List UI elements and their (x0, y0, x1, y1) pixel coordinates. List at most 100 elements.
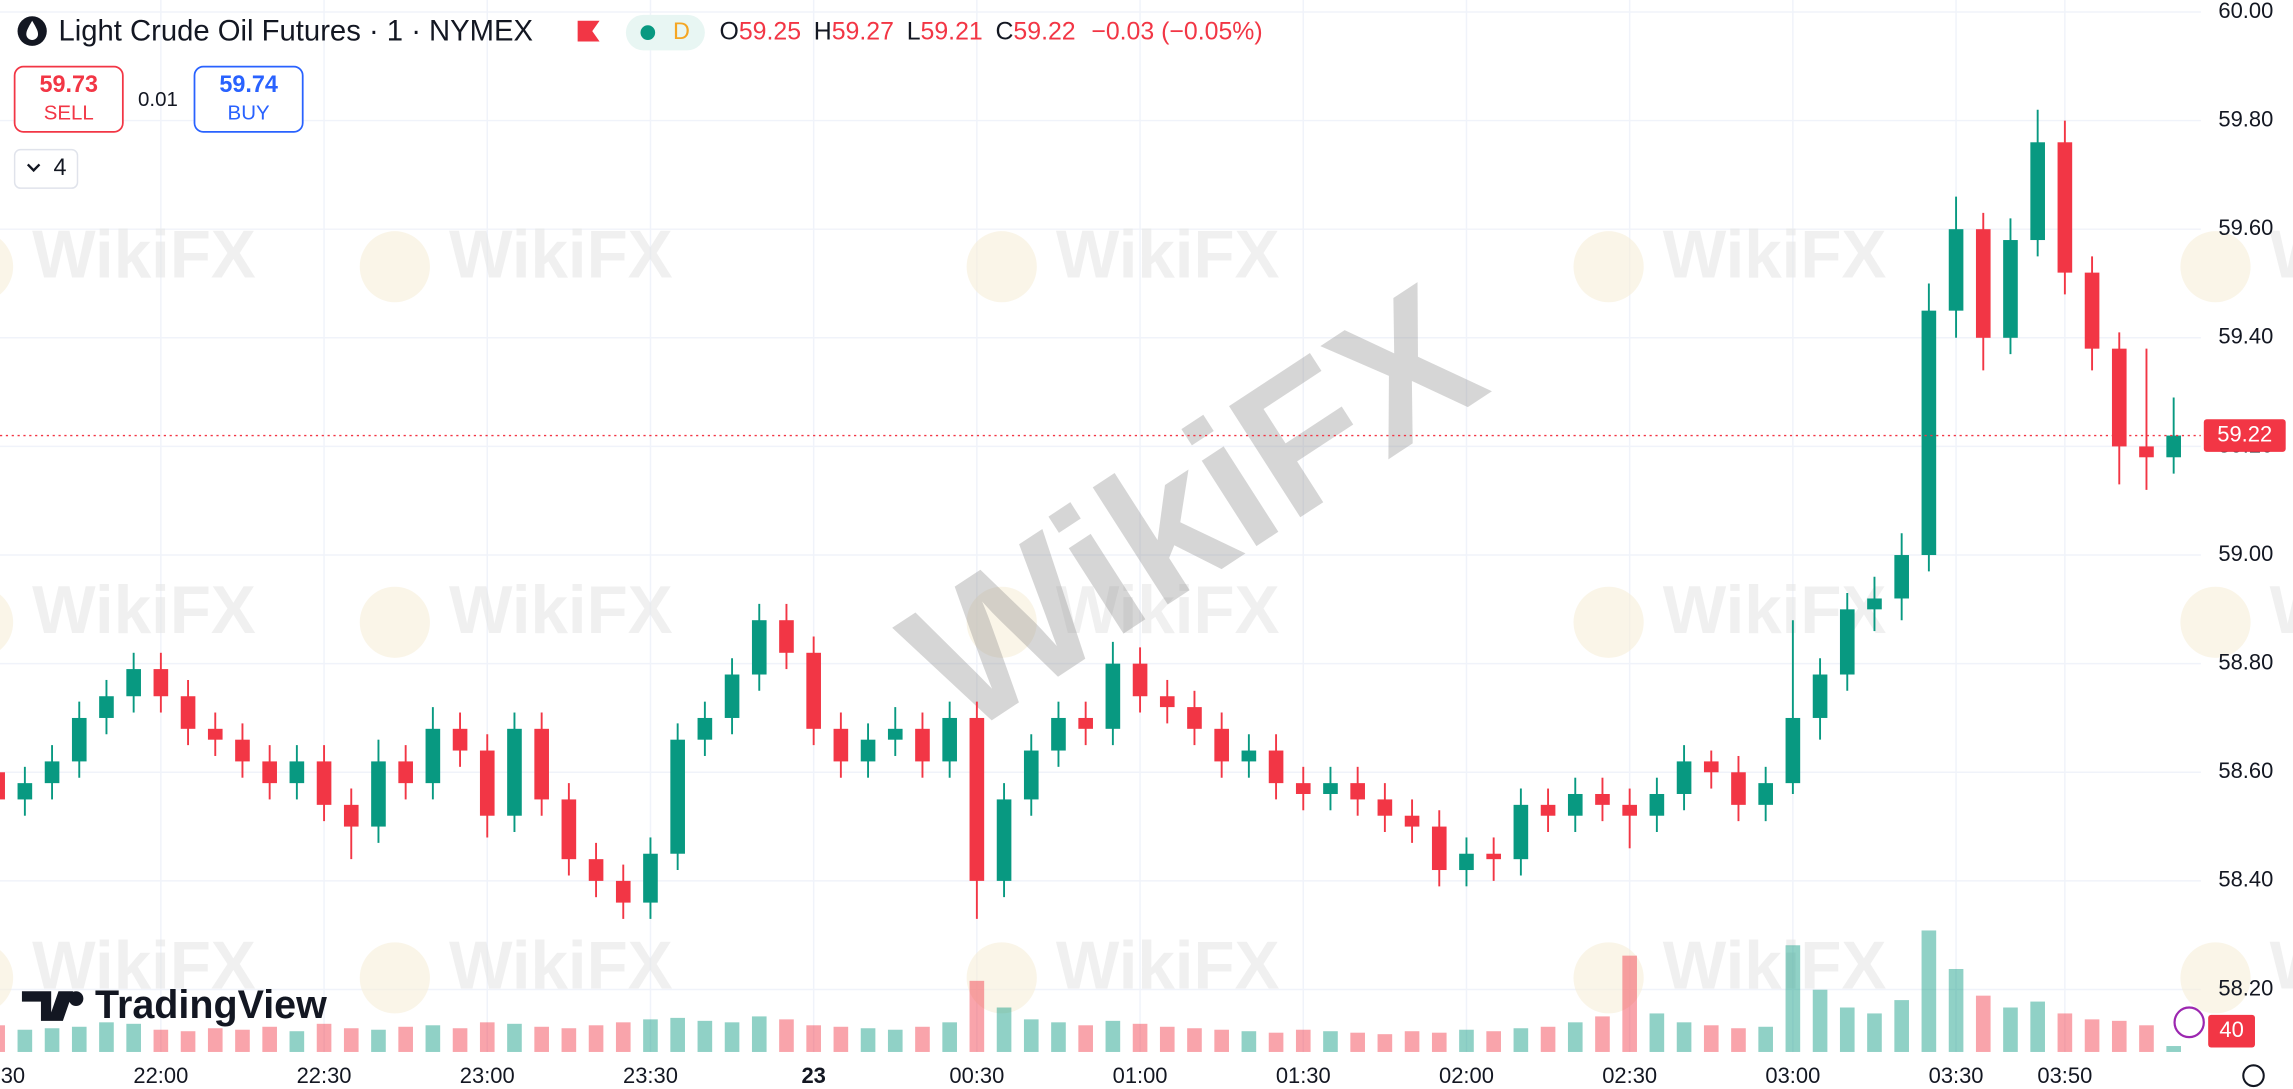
watermark-icon (0, 594, 14, 651)
watermark-icon (1573, 586, 1644, 658)
ohlc-label: C (995, 17, 1013, 45)
ohlc-label: O (719, 17, 738, 45)
candle-body (1812, 674, 1828, 718)
candle-body (1214, 728, 1229, 762)
buy-label[interactable]: BUY (228, 101, 270, 124)
candle-body (1459, 853, 1474, 871)
candle-body (1187, 707, 1202, 729)
volume-bar (1595, 1016, 1610, 1052)
change: −0.03 (−0.05%) (1091, 17, 1262, 45)
x-tick-label: 03:30 (1929, 1063, 1984, 1088)
volume-bar (670, 1017, 685, 1052)
volume-bar (371, 1029, 386, 1052)
logo-mark (21, 991, 74, 1021)
watermark-icon (1573, 231, 1644, 303)
candle-body (1431, 826, 1447, 871)
sell-price[interactable]: 59.73 (39, 71, 98, 97)
candle-body (1839, 609, 1855, 675)
volume-bar (1812, 989, 1828, 1052)
candle-body (996, 799, 1012, 881)
flag-icon[interactable] (577, 20, 600, 42)
volume-bar (860, 1028, 876, 1052)
candle-body (1867, 598, 1882, 610)
volume-bar (1948, 968, 1964, 1052)
buy-price[interactable]: 59.74 (219, 71, 278, 97)
candle-body (235, 739, 250, 762)
ohlc-value: 59.21 (921, 17, 983, 45)
y-tick-label: 59.60 (2218, 215, 2273, 240)
candle-body (1540, 804, 1556, 816)
candle-body (1513, 804, 1529, 860)
volume-bar (1268, 1032, 1284, 1052)
candle-body (751, 620, 767, 675)
watermark-text: WikiFX (1663, 217, 1887, 292)
candle-body (207, 728, 223, 740)
ohlc-value: 59.22 (1013, 17, 1075, 45)
volume-bar (1241, 1031, 1257, 1052)
volume-bar (1785, 945, 1801, 1052)
ohlc-legend: O59.25 H59.27 L59.21 C59.22 −0.03 (−0.05… (719, 17, 1262, 45)
volume-bar (887, 1029, 903, 1052)
sell-label[interactable]: SELL (44, 101, 94, 124)
candle-body (2139, 446, 2154, 458)
volume-bar (398, 1026, 413, 1052)
settings-icon[interactable] (2242, 1064, 2265, 1088)
watermark-text: WikiFX (2270, 928, 2293, 1003)
candle-body (779, 620, 794, 653)
candle-body (17, 783, 33, 800)
symbol-title[interactable]: Light Crude Oil Futures · 1 · NYMEX (58, 14, 533, 47)
candle-body (1377, 799, 1393, 816)
candle-body (1894, 555, 1909, 599)
symbol-icon-drop (26, 20, 39, 41)
volume-bar (1214, 1029, 1229, 1052)
ohlc-value: 59.27 (832, 17, 894, 45)
watermark-icon (0, 238, 14, 295)
volume-bar (1540, 1026, 1556, 1052)
watermark-icon (966, 586, 1037, 658)
volume-bar (1975, 995, 1991, 1052)
watermark-text: WikiFX (449, 928, 673, 1003)
volume-bar (479, 1022, 495, 1052)
volume-bar (316, 1023, 332, 1052)
sell-button[interactable] (13, 65, 124, 133)
volume-bar (2003, 1007, 2018, 1052)
x-tick-label: 22:00 (133, 1063, 188, 1088)
badge: D (673, 18, 690, 44)
volume-bar (1486, 1031, 1501, 1052)
x-tick-label: 00:30 (949, 1063, 1004, 1088)
y-tick-label: 59.00 (2218, 541, 2273, 566)
volume-bar (1295, 1029, 1311, 1052)
last-volume-box (2208, 1014, 2255, 1048)
lightning-icon[interactable] (2173, 1006, 2205, 1039)
volume-bar (2057, 1013, 2073, 1052)
candle-body (860, 739, 876, 762)
indicators-toggle[interactable] (13, 148, 79, 189)
candle-body (44, 761, 60, 784)
candle-body (534, 728, 549, 800)
volume-bar (1377, 1034, 1393, 1052)
candle-body (1159, 696, 1175, 708)
ohlc-label: L (907, 17, 921, 45)
candle-body (969, 717, 985, 881)
watermark-icon (1573, 942, 1644, 1014)
watermark-text: WikiFX (2270, 217, 2293, 292)
last-price-box (2203, 419, 2286, 452)
candle-body (507, 728, 522, 816)
candle-body (806, 652, 821, 729)
x-tick-label: 03:50 (2037, 1063, 2092, 1088)
candle-body (561, 799, 577, 860)
candles (0, 109, 2181, 919)
volume-bar (507, 1023, 522, 1052)
volume-bar (1404, 1031, 1420, 1052)
watermark-text: WikiFX (2270, 572, 2293, 647)
grid (0, 0, 2201, 1052)
candle-body (452, 728, 468, 751)
y-tick-label: 59.40 (2218, 324, 2273, 349)
buy-button[interactable] (193, 65, 304, 133)
candle-body (71, 717, 87, 762)
y-tick-label: 58.80 (2218, 649, 2273, 674)
volume-bar (71, 1026, 87, 1052)
logo-text[interactable]: TradingView (95, 983, 327, 1027)
